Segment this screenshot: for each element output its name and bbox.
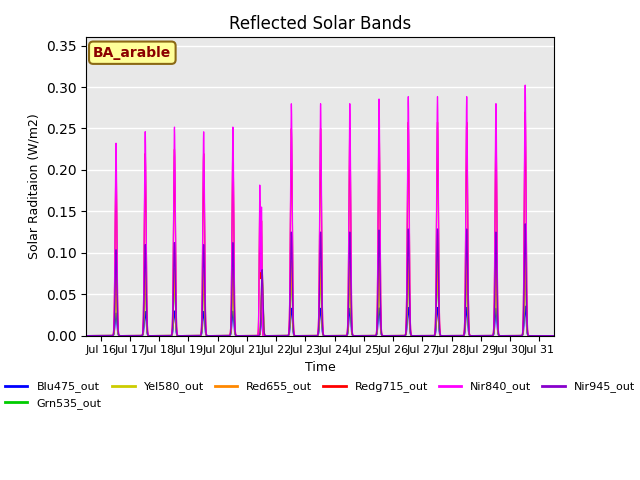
Redg715_out xyxy=(550,333,557,338)
Red655_out xyxy=(83,333,90,338)
Red655_out xyxy=(179,333,187,338)
Redg715_out xyxy=(483,333,490,338)
Nir840_out xyxy=(550,333,557,338)
Blu475_out xyxy=(550,333,557,338)
Line: Nir840_out: Nir840_out xyxy=(86,85,554,336)
Grn535_out xyxy=(522,263,529,269)
Grn535_out xyxy=(483,333,490,338)
Yel580_out xyxy=(83,333,90,338)
Blu475_out xyxy=(483,333,490,338)
Blu475_out xyxy=(179,333,187,338)
Redg715_out xyxy=(179,333,187,338)
Title: Reflected Solar Bands: Reflected Solar Bands xyxy=(229,15,411,33)
Blu475_out xyxy=(362,333,369,338)
Red655_out xyxy=(483,333,490,338)
Nir840_out xyxy=(83,333,90,338)
Red655_out xyxy=(522,252,529,258)
Grn535_out xyxy=(337,333,344,338)
Redg715_out xyxy=(83,333,90,338)
Blu475_out xyxy=(337,333,344,338)
Nir840_out xyxy=(483,333,490,338)
Red655_out xyxy=(470,333,478,338)
Nir945_out xyxy=(448,333,456,338)
Redg715_out xyxy=(448,333,456,338)
Red655_out xyxy=(550,333,557,338)
Red655_out xyxy=(337,333,344,338)
Nir840_out xyxy=(337,333,344,338)
Blu475_out xyxy=(83,333,90,338)
Nir945_out xyxy=(337,333,344,338)
Line: Red655_out: Red655_out xyxy=(86,255,554,336)
Yel580_out xyxy=(448,333,456,338)
Yel580_out xyxy=(550,333,557,338)
Line: Yel580_out: Yel580_out xyxy=(86,262,554,336)
Yel580_out xyxy=(470,333,478,338)
Grn535_out xyxy=(448,333,456,338)
Blu475_out xyxy=(470,333,478,338)
Grn535_out xyxy=(362,333,369,338)
Redg715_out xyxy=(337,333,344,338)
Nir840_out xyxy=(362,333,369,338)
Redg715_out xyxy=(362,333,369,338)
Line: Nir945_out: Nir945_out xyxy=(86,224,554,336)
Yel580_out xyxy=(337,333,344,338)
Redg715_out xyxy=(470,333,478,338)
Nir840_out xyxy=(448,333,456,338)
Nir945_out xyxy=(179,333,187,338)
Yel580_out xyxy=(483,333,490,338)
Yel580_out xyxy=(179,333,187,338)
Nir945_out xyxy=(550,333,557,338)
Line: Blu475_out: Blu475_out xyxy=(86,306,554,336)
Nir840_out xyxy=(522,82,529,88)
Yel580_out xyxy=(522,259,529,264)
Y-axis label: Solar Raditaion (W/m2): Solar Raditaion (W/m2) xyxy=(27,114,40,259)
Blu475_out xyxy=(448,333,456,338)
Legend: Blu475_out, Grn535_out, Yel580_out, Red655_out, Redg715_out, Nir840_out, Nir945_: Blu475_out, Grn535_out, Yel580_out, Red6… xyxy=(1,377,639,413)
Blu475_out xyxy=(522,303,529,309)
Line: Grn535_out: Grn535_out xyxy=(86,266,554,336)
Nir945_out xyxy=(83,333,90,338)
Grn535_out xyxy=(550,333,557,338)
Nir945_out xyxy=(362,333,369,338)
Red655_out xyxy=(448,333,456,338)
Nir945_out xyxy=(470,333,478,338)
Line: Redg715_out: Redg715_out xyxy=(86,112,554,336)
Yel580_out xyxy=(362,333,369,338)
Red655_out xyxy=(362,333,369,338)
Redg715_out xyxy=(522,109,529,115)
Grn535_out xyxy=(470,333,478,338)
Nir945_out xyxy=(483,333,490,338)
Grn535_out xyxy=(179,333,187,338)
Grn535_out xyxy=(83,333,90,338)
Nir840_out xyxy=(179,333,187,338)
Text: BA_arable: BA_arable xyxy=(93,46,172,60)
X-axis label: Time: Time xyxy=(305,361,335,374)
Nir840_out xyxy=(470,333,478,338)
Nir945_out xyxy=(522,221,529,227)
